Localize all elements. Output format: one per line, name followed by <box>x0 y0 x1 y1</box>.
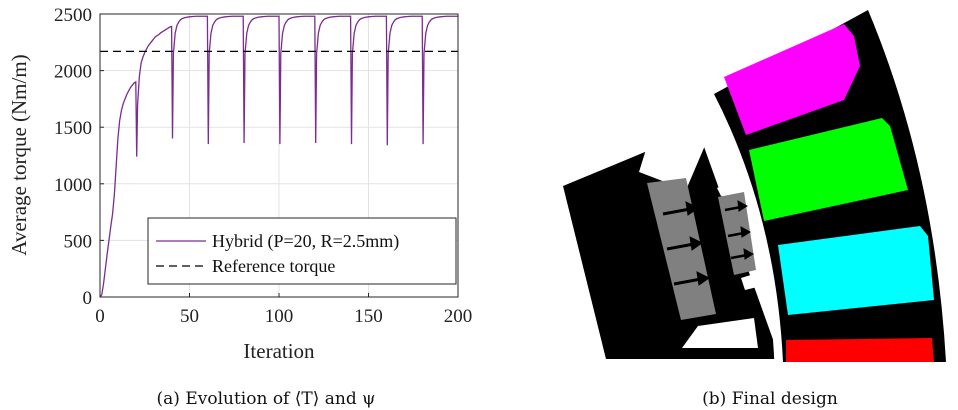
y-tick-label: 1000 <box>54 175 92 196</box>
caption-left: (a) Evolution of ⟨T⟩ and ψ <box>157 389 376 409</box>
rotor-air-pocket-small <box>717 178 744 196</box>
series-layer <box>99 15 458 298</box>
x-tick-label: 100 <box>265 306 294 327</box>
legend: Hybrid (P=20, R=2.5mm) Reference torque <box>147 217 457 285</box>
arrow-icon <box>673 271 710 286</box>
x-tick-label: 200 <box>444 306 473 327</box>
arrow-icon <box>727 226 751 238</box>
arrow-icon <box>730 248 754 260</box>
arrow-icon <box>662 201 699 216</box>
final-design: (b) Final design <box>563 10 946 409</box>
legend-label-hybrid: Hybrid (P=20, R=2.5mm) <box>212 231 399 252</box>
rotor-air-pocket-right <box>741 270 770 290</box>
arrow-icon <box>666 236 703 251</box>
stator-slot-magenta <box>724 24 860 135</box>
caption-right: (b) Final design <box>702 389 838 409</box>
stator-slot-red <box>786 338 934 362</box>
magnetization-arrows <box>662 200 754 286</box>
x-tick-label: 150 <box>354 306 383 327</box>
y-tick-label: 0 <box>83 288 93 309</box>
x-axis-label: Iteration <box>243 339 315 363</box>
x-tick-label: 0 <box>95 306 105 327</box>
legend-box <box>147 217 457 285</box>
arrow-icon <box>724 200 748 212</box>
y-tick-label: 2000 <box>54 62 92 83</box>
rotor-air-pocket-bottom <box>682 318 758 348</box>
y-axis-label: Average torque (Nm/m) <box>7 54 31 255</box>
y-tick-label: 2500 <box>54 5 92 26</box>
stator-slot-cyan <box>778 226 934 315</box>
y-tick-label: 500 <box>64 231 93 252</box>
legend-label-reference: Reference torque <box>212 256 335 276</box>
stator-slot-green <box>749 118 908 221</box>
rotor-air-pocket-top <box>639 115 718 190</box>
y-tick-label: 1500 <box>54 118 92 139</box>
series-line-hybrid <box>99 15 458 298</box>
x-tick-label: 50 <box>180 306 199 327</box>
air-gap <box>708 96 782 367</box>
